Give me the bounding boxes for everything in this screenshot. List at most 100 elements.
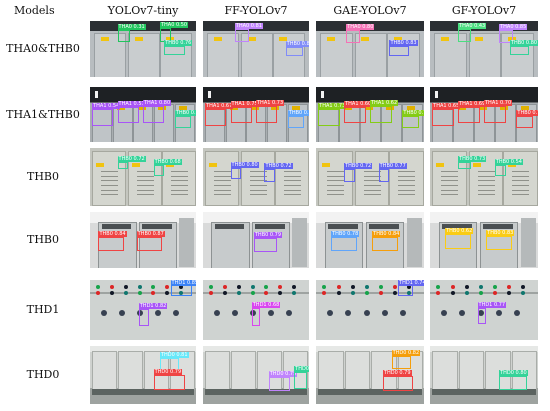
indicator-lamp [506,284,511,289]
detection-label: THA0 0.50 [159,21,189,28]
cabinet-side [179,217,194,267]
photo-background [90,280,196,340]
louver-slot [440,180,459,182]
detection-label: THD0 0.80 [499,370,528,377]
louver-slot [283,171,301,173]
detection-label: THB0 0.79 [253,231,283,238]
cabinet-top-strip [368,224,400,229]
louver-slot [363,175,381,177]
louver-slot [477,189,495,191]
cabinet-side [292,217,307,267]
rotary-switch [154,310,161,316]
indicator-lamp [278,284,283,289]
detection-box [499,376,528,391]
louver-slot [136,180,154,182]
detection-image: THA0 0.31 THA0 0.50 THB0 0.76 [90,21,196,77]
indicator-lamp [123,284,128,289]
detection-label: THA1 0.60 [344,100,373,107]
cabinet-panel [389,151,424,206]
louver-slot [398,194,416,196]
indicator-lamp [165,290,170,295]
detection-box [458,28,472,43]
indicator-lamp [464,284,469,289]
detection-box [92,109,114,126]
equipment-base [318,388,422,395]
light-fixture [208,91,212,98]
louver-slot [170,171,188,173]
detection-label: THD1 0.74 [398,280,424,286]
detection-image: THB0 0.73 THB0 0.54 [430,148,538,206]
detection-image: THD0 0.81 THD0 0.79 [90,346,196,404]
louver-slot [100,189,118,191]
row-label: THB0 [26,170,59,183]
row-label: THB0 [26,233,59,246]
indicator-lamp [336,284,341,289]
louver-slot [326,175,345,177]
indicator-lamp [322,290,327,295]
louver-slot [170,180,188,182]
indicator-lamp [492,284,497,289]
row-label: THA1&THB0 [6,107,80,121]
detection-label: THD0 0.75 [268,371,298,378]
detection-box [346,29,361,44]
louver-slot [326,189,345,191]
louver-slot [440,171,459,173]
rotary-switch [172,310,179,316]
detection-box [499,29,514,44]
louver-slot [213,175,231,177]
detection-label: THB0 0.72 [264,162,293,169]
detection-box [264,168,276,182]
detection-box [230,167,242,180]
detection-label: THD1 0.68 [251,301,281,308]
detection-box [344,106,366,124]
cabinet-side [406,217,422,267]
warning-sticker [179,105,188,110]
switchgear-panel [92,350,118,390]
rotary-switch [285,310,292,316]
rotary-switch [477,310,484,316]
louver-slot [398,180,416,182]
indicator-lamp [520,290,525,295]
indicator-lamp [250,284,255,289]
detection-box [516,115,533,128]
detection-image: THB0 0.78 THB0 0.84 [316,212,424,268]
indicator-lamp [364,290,369,295]
detection-label: THA0 0.31 [117,23,146,30]
louver-slot [440,189,459,191]
louver-slot [326,171,345,173]
louver-slot [477,171,495,173]
louver-slot [136,171,154,173]
indicator-lamp [223,284,228,289]
indicator-lamp [406,290,411,295]
rotary-switch [400,310,407,316]
detection-label: THD0 0.77 [294,365,309,372]
detection-label: THB0 0.87 [136,230,165,237]
detection-label: THB0 0.68 [153,159,182,166]
cabinet-panel [138,222,177,268]
rotary-switch [514,310,521,316]
warning-sticker [250,105,259,110]
detection-box [164,45,186,55]
indicator-lamp [292,290,297,295]
panel-seam [203,292,309,294]
detection-label: THB0 0.84 [98,230,127,237]
indicator-lamp [364,284,369,289]
detection-label: THB0 0.71 [174,109,196,116]
detection-label: THB0 0.80 [230,161,259,168]
detection-box [486,235,513,251]
detection-image: THA0 0.81 THB0 0.80 [203,21,309,77]
cabinet-panel [241,151,275,206]
detection-image: THA0 0.43 THA0 0.85 THB0 0.80 [430,21,538,77]
detection-box [138,308,150,326]
warning-sticker [478,105,487,110]
louver-slot [512,189,530,191]
detection-label: THB0 0.54 [494,159,523,166]
indicator-lamp [336,290,341,295]
cabinet-top-strip [441,224,473,229]
louver-slot [249,175,267,177]
rotary-switch [495,310,502,316]
cabinet-top-strip [254,224,285,229]
light-fixture [321,91,325,98]
detection-image: THB0 0.62 THB0 0.83 [430,212,538,268]
